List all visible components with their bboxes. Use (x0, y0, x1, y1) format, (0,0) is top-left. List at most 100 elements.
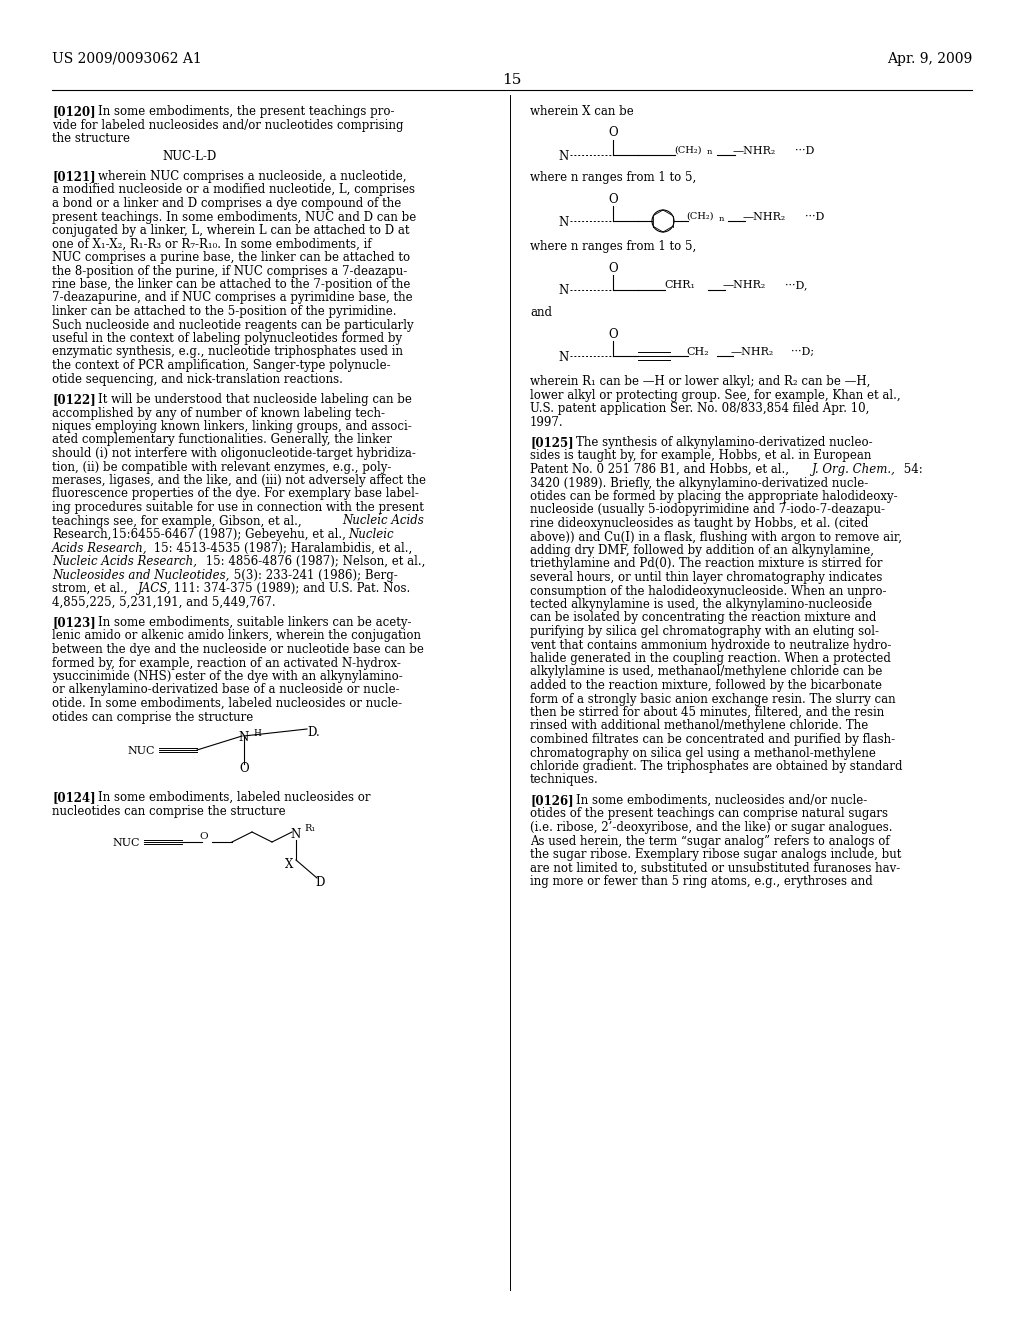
Text: where n ranges from 1 to 5,: where n ranges from 1 to 5, (530, 240, 696, 253)
Text: a modified nucleoside or a modified nucleotide, L, comprises: a modified nucleoside or a modified nucl… (52, 183, 415, 197)
Text: form of a strongly basic anion exchange resin. The slurry can: form of a strongly basic anion exchange … (530, 693, 896, 705)
Text: H: H (253, 729, 261, 738)
Text: In some embodiments, labeled nucleosides or: In some embodiments, labeled nucleosides… (98, 791, 371, 804)
Text: NUC-L-D: NUC-L-D (162, 149, 216, 162)
Text: and: and (530, 306, 552, 319)
Text: formed by, for example, reaction of an activated N-hydrox-: formed by, for example, reaction of an a… (52, 656, 400, 669)
Text: JACS,: JACS, (138, 582, 172, 595)
Text: n: n (719, 215, 724, 223)
Text: fluorescence properties of the dye. For exemplary base label-: fluorescence properties of the dye. For … (52, 487, 419, 500)
Text: a bond or a linker and D comprises a dye compound of the: a bond or a linker and D comprises a dye… (52, 197, 401, 210)
Text: —NHR₂: —NHR₂ (731, 347, 774, 356)
Text: O: O (608, 327, 617, 341)
Text: vent that contains ammonium hydroxide to neutralize hydro-: vent that contains ammonium hydroxide to… (530, 639, 891, 652)
Text: nucleotides can comprise the structure: nucleotides can comprise the structure (52, 804, 286, 817)
Text: tion, (ii) be compatible with relevant enzymes, e.g., poly-: tion, (ii) be compatible with relevant e… (52, 461, 391, 474)
Text: In some embodiments, nucleosides and/or nucle-: In some embodiments, nucleosides and/or … (575, 795, 867, 807)
Text: NUC: NUC (127, 746, 155, 756)
Text: In some embodiments, suitable linkers can be acety-: In some embodiments, suitable linkers ca… (98, 616, 412, 630)
Text: niques employing known linkers, linking groups, and associ-: niques employing known linkers, linking … (52, 420, 412, 433)
Text: teachings see, for example, Gibson, et al.,: teachings see, for example, Gibson, et a… (52, 515, 305, 528)
Text: —NHR₂: —NHR₂ (733, 145, 776, 156)
Text: NUC: NUC (112, 838, 139, 847)
Text: O: O (239, 762, 249, 775)
Text: It will be understood that nucleoside labeling can be: It will be understood that nucleoside la… (98, 393, 412, 407)
Text: rinsed with additional methanol/methylene chloride. The: rinsed with additional methanol/methylen… (530, 719, 868, 733)
Text: chromatography on silica gel using a methanol-methylene: chromatography on silica gel using a met… (530, 747, 876, 759)
Text: [0125]: [0125] (530, 436, 573, 449)
Text: (CH₂): (CH₂) (674, 145, 701, 154)
Text: halide generated in the coupling reaction. When a protected: halide generated in the coupling reactio… (530, 652, 891, 665)
Text: CHR₁: CHR₁ (664, 281, 695, 290)
Text: Nucleic: Nucleic (348, 528, 393, 541)
Text: otides can be formed by placing the appropriate halodideoxy-: otides can be formed by placing the appr… (530, 490, 898, 503)
Text: linker can be attached to the 5-position of the pyrimidine.: linker can be attached to the 5-position… (52, 305, 396, 318)
Text: rine base, the linker can be attached to the 7-position of the: rine base, the linker can be attached to… (52, 279, 411, 290)
Text: triethylamine and Pd(0). The reaction mixture is stirred for: triethylamine and Pd(0). The reaction mi… (530, 557, 883, 570)
Text: ated complementary functionalities. Generally, the linker: ated complementary functionalities. Gene… (52, 433, 392, 446)
Text: [0126]: [0126] (530, 795, 573, 807)
Text: wherein R₁ can be —H or lower alkyl; and R₂ can be —H,: wherein R₁ can be —H or lower alkyl; and… (530, 375, 870, 388)
Text: can be isolated by concentrating the reaction mixture and: can be isolated by concentrating the rea… (530, 611, 877, 624)
Text: O: O (608, 127, 617, 140)
Text: [0122]: [0122] (52, 393, 96, 407)
Text: otide sequencing, and nick-translation reactions.: otide sequencing, and nick-translation r… (52, 372, 343, 385)
Text: adding dry DMF, followed by addition of an alkynylamine,: adding dry DMF, followed by addition of … (530, 544, 874, 557)
Text: 15:6455-6467 (1987); Gebeyehu, et al.,: 15:6455-6467 (1987); Gebeyehu, et al., (108, 528, 349, 541)
Text: Nucleosides and Nucleotides,: Nucleosides and Nucleotides, (52, 569, 229, 582)
Text: several hours, or until thin layer chromatography indicates: several hours, or until thin layer chrom… (530, 572, 883, 583)
Text: Research,: Research, (52, 528, 112, 541)
Text: 54:: 54: (900, 463, 923, 477)
Text: N: N (558, 149, 568, 162)
Text: 15: 15 (503, 73, 521, 87)
Text: between the dye and the nucleoside or nucleotide base can be: between the dye and the nucleoside or nu… (52, 643, 424, 656)
Text: 15: 4513-4535 (1987); Haralambidis, et al.,: 15: 4513-4535 (1987); Haralambidis, et a… (150, 541, 413, 554)
Text: X: X (285, 858, 293, 871)
Text: otides can comprise the structure: otides can comprise the structure (52, 710, 253, 723)
Text: 111: 374-375 (1989); and U.S. Pat. Nos.: 111: 374-375 (1989); and U.S. Pat. Nos. (170, 582, 411, 595)
Text: (CH₂): (CH₂) (686, 213, 714, 220)
Text: are not limited to, substituted or unsubstituted furanoses hav-: are not limited to, substituted or unsub… (530, 862, 900, 874)
Text: strom, et al.,: strom, et al., (52, 582, 131, 595)
Text: lenic amido or alkenic amido linkers, wherein the conjugation: lenic amido or alkenic amido linkers, wh… (52, 630, 421, 643)
Text: the sugar ribose. Exemplary ribose sugar analogs include, but: the sugar ribose. Exemplary ribose sugar… (530, 847, 901, 861)
Text: accomplished by any of number of known labeling tech-: accomplished by any of number of known l… (52, 407, 385, 420)
Text: N: N (238, 731, 248, 744)
Text: Apr. 9, 2009: Apr. 9, 2009 (887, 51, 972, 66)
Text: Acids Research,: Acids Research, (52, 541, 147, 554)
Text: lower alkyl or protecting group. See, for example, Khan et al.,: lower alkyl or protecting group. See, fo… (530, 388, 901, 401)
Text: consumption of the halodideoxynucleoside. When an unpro-: consumption of the halodideoxynucleoside… (530, 585, 887, 598)
Text: ing procedures suitable for use in connection with the present: ing procedures suitable for use in conne… (52, 502, 424, 513)
Text: wherein X can be: wherein X can be (530, 106, 634, 117)
Text: sides is taught by, for example, Hobbs, et al. in European: sides is taught by, for example, Hobbs, … (530, 450, 871, 462)
Text: O: O (199, 832, 208, 841)
Text: n: n (707, 149, 713, 157)
Text: alkylylamine is used, methanaol/methylene chloride can be: alkylylamine is used, methanaol/methylen… (530, 665, 883, 678)
Text: should (i) not interfere with oligonucleotide-target hybridiza-: should (i) not interfere with oligonucle… (52, 447, 416, 459)
Text: rine dideoxynucleosides as taught by Hobbs, et al. (cited: rine dideoxynucleosides as taught by Hob… (530, 517, 868, 531)
Text: O: O (608, 193, 617, 206)
Text: 15: 4856-4876 (1987); Nelson, et al.,: 15: 4856-4876 (1987); Nelson, et al., (202, 554, 425, 568)
Text: ···D: ···D (795, 145, 814, 156)
Text: J. Org. Chem.,: J. Org. Chem., (812, 463, 896, 477)
Text: chloride gradient. The triphosphates are obtained by standard: chloride gradient. The triphosphates are… (530, 760, 902, 774)
Text: [0121]: [0121] (52, 170, 95, 183)
Text: —NHR₂: —NHR₂ (743, 213, 786, 222)
Text: D.: D. (307, 726, 319, 739)
Text: D: D (315, 876, 325, 888)
Text: useful in the context of labeling polynucleotides formed by: useful in the context of labeling polynu… (52, 333, 402, 345)
Text: merases, ligases, and the like, and (iii) not adversely affect the: merases, ligases, and the like, and (iii… (52, 474, 426, 487)
Text: vide for labeled nucleosides and/or nucleotides comprising: vide for labeled nucleosides and/or nucl… (52, 119, 403, 132)
Text: 3420 (1989). Briefly, the alkynylamino-derivatized nucle-: 3420 (1989). Briefly, the alkynylamino-d… (530, 477, 868, 490)
Text: N: N (290, 828, 300, 841)
Text: In some embodiments, the present teachings pro-: In some embodiments, the present teachin… (98, 106, 394, 117)
Text: O: O (608, 261, 617, 275)
Text: or alkenylamino-derivatized base of a nucleoside or nucle-: or alkenylamino-derivatized base of a nu… (52, 684, 399, 697)
Text: As used herein, the term “sugar analog” refers to analogs of: As used herein, the term “sugar analog” … (530, 834, 890, 847)
Text: N: N (558, 351, 568, 364)
Text: purifying by silica gel chromatography with an eluting sol-: purifying by silica gel chromatography w… (530, 624, 879, 638)
Text: one of X₁-X₂, R₁-R₃ or R₇-R₁₀. In some embodiments, if: one of X₁-X₂, R₁-R₃ or R₇-R₁₀. In some e… (52, 238, 372, 251)
Text: N: N (558, 216, 568, 228)
Text: 4,855,225, 5,231,191, and 5,449,767.: 4,855,225, 5,231,191, and 5,449,767. (52, 595, 275, 609)
Text: Nucleic Acids Research,: Nucleic Acids Research, (52, 554, 197, 568)
